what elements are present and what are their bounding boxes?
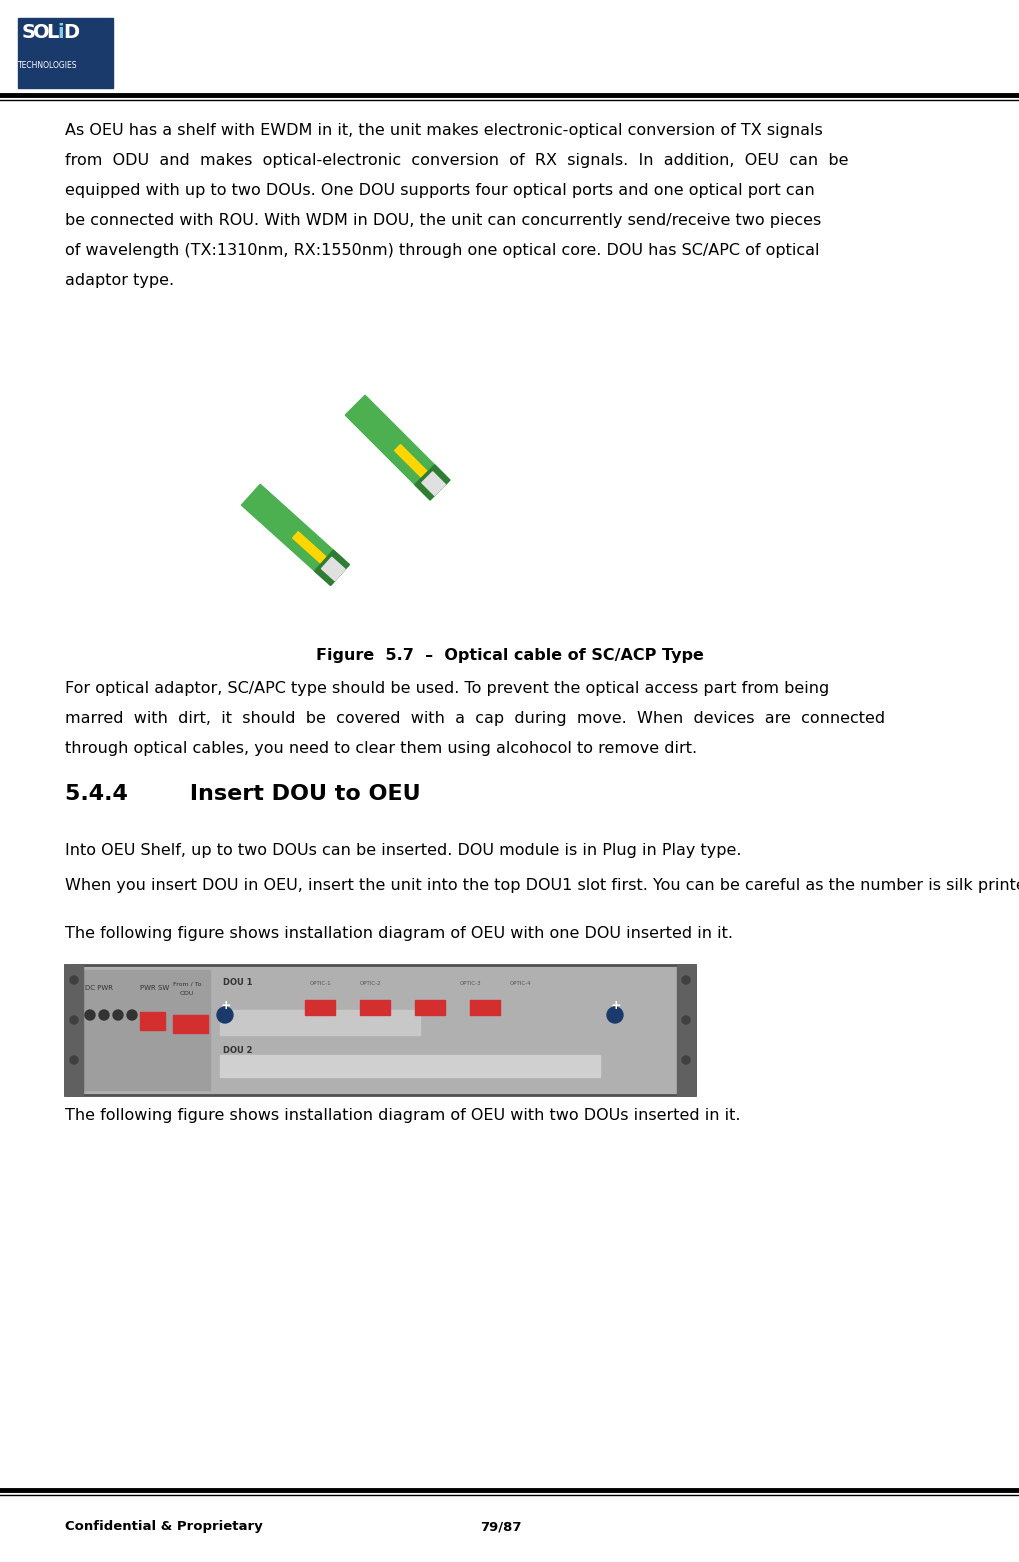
Bar: [415, 1000, 444, 1015]
Text: O: O: [33, 23, 50, 42]
Text: PWR SW: PWR SW: [140, 986, 169, 990]
Circle shape: [606, 1007, 623, 1023]
Text: The following figure shows installation diagram of OEU with one DOU inserted in : The following figure shows installation …: [65, 926, 733, 940]
Text: marred  with  dirt,  it  should  be  covered  with  a  cap  during  move.  When : marred with dirt, it should be covered w…: [65, 711, 884, 726]
Text: OPTIC-4: OPTIC-4: [510, 981, 531, 986]
Text: ODU: ODU: [179, 990, 195, 997]
Circle shape: [70, 976, 77, 984]
Text: 79/87: 79/87: [480, 1520, 521, 1532]
Polygon shape: [292, 531, 342, 578]
Polygon shape: [425, 475, 449, 500]
Bar: [305, 1000, 334, 1015]
Polygon shape: [344, 395, 449, 500]
Circle shape: [99, 1011, 109, 1020]
Text: D: D: [63, 23, 79, 42]
Circle shape: [682, 1056, 689, 1064]
Text: +: +: [610, 1000, 621, 1012]
Bar: [65, 965, 694, 1095]
Bar: [220, 1011, 420, 1036]
Text: From / To: From / To: [173, 981, 202, 986]
Text: through optical cables, you need to clear them using alcohocol to remove dirt.: through optical cables, you need to clea…: [65, 740, 696, 756]
Text: equipped with up to two DOUs. One DOU supports four optical ports and one optica: equipped with up to two DOUs. One DOU su…: [65, 183, 814, 198]
Text: from  ODU  and  makes  optical-electronic  conversion  of  RX  signals.  In  add: from ODU and makes optical-electronic co…: [65, 153, 848, 169]
Text: DC PWR: DC PWR: [85, 986, 113, 990]
Text: Into OEU Shelf, up to two DOUs can be inserted. DOU module is in Plug in Play ty: Into OEU Shelf, up to two DOUs can be in…: [65, 843, 741, 858]
Circle shape: [682, 1015, 689, 1025]
Polygon shape: [242, 484, 350, 586]
Bar: [677, 965, 694, 1095]
Bar: [65, 965, 83, 1095]
Text: S: S: [22, 23, 36, 42]
Bar: [173, 1015, 208, 1032]
Bar: [18, 19, 113, 87]
Bar: [220, 1054, 599, 1078]
Text: DOU 1: DOU 1: [223, 978, 253, 987]
Text: of wavelength (TX:1310nm, RX:1550nm) through one optical core. DOU has SC/APC of: of wavelength (TX:1310nm, RX:1550nm) thr…: [65, 244, 818, 258]
Text: Figure  5.7  –  Optical cable of SC/ACP Type: Figure 5.7 – Optical cable of SC/ACP Typ…: [316, 648, 703, 662]
Text: +: +: [221, 1000, 231, 1012]
Circle shape: [682, 976, 689, 984]
Polygon shape: [422, 472, 445, 495]
Text: 5.4.4        Insert DOU to OEU: 5.4.4 Insert DOU to OEU: [65, 784, 420, 804]
Text: As OEU has a shelf with EWDM in it, the unit makes electronic-optical conversion: As OEU has a shelf with EWDM in it, the …: [65, 123, 822, 137]
Text: DOU 2: DOU 2: [223, 1047, 253, 1054]
Circle shape: [70, 1015, 77, 1025]
Circle shape: [127, 1011, 137, 1020]
Text: The following figure shows installation diagram of OEU with two DOUs inserted in: The following figure shows installation …: [65, 1107, 740, 1123]
Circle shape: [85, 1011, 95, 1020]
Text: TECHNOLOGIES: TECHNOLOGIES: [18, 61, 77, 70]
Text: Confidential & Proprietary: Confidential & Proprietary: [65, 1520, 263, 1532]
Text: OPTIC-1: OPTIC-1: [310, 981, 331, 986]
Polygon shape: [321, 558, 344, 581]
Text: i: i: [57, 23, 63, 42]
Circle shape: [70, 1056, 77, 1064]
Text: be connected with ROU. With WDM in DOU, the unit can concurrently send/receive t: be connected with ROU. With WDM in DOU, …: [65, 212, 820, 228]
Text: OPTIC-2: OPTIC-2: [360, 981, 381, 986]
Bar: [65, 965, 694, 1095]
Polygon shape: [394, 445, 442, 494]
Bar: [470, 1000, 499, 1015]
Text: For optical adaptor, SC/APC type should be used. To prevent the optical access p: For optical adaptor, SC/APC type should …: [65, 681, 828, 697]
Text: OPTIC-3: OPTIC-3: [460, 981, 481, 986]
Polygon shape: [325, 559, 350, 586]
Text: When you insert DOU in OEU, insert the unit into the top DOU1 slot first. You ca: When you insert DOU in OEU, insert the u…: [65, 878, 1019, 893]
Polygon shape: [314, 550, 350, 586]
Text: adaptor type.: adaptor type.: [65, 273, 174, 287]
Bar: [360, 1000, 389, 1015]
Circle shape: [217, 1007, 232, 1023]
Polygon shape: [415, 465, 449, 500]
Bar: [140, 1012, 165, 1029]
Circle shape: [113, 1011, 123, 1020]
Text: L: L: [46, 23, 58, 42]
Bar: [70, 970, 210, 1090]
